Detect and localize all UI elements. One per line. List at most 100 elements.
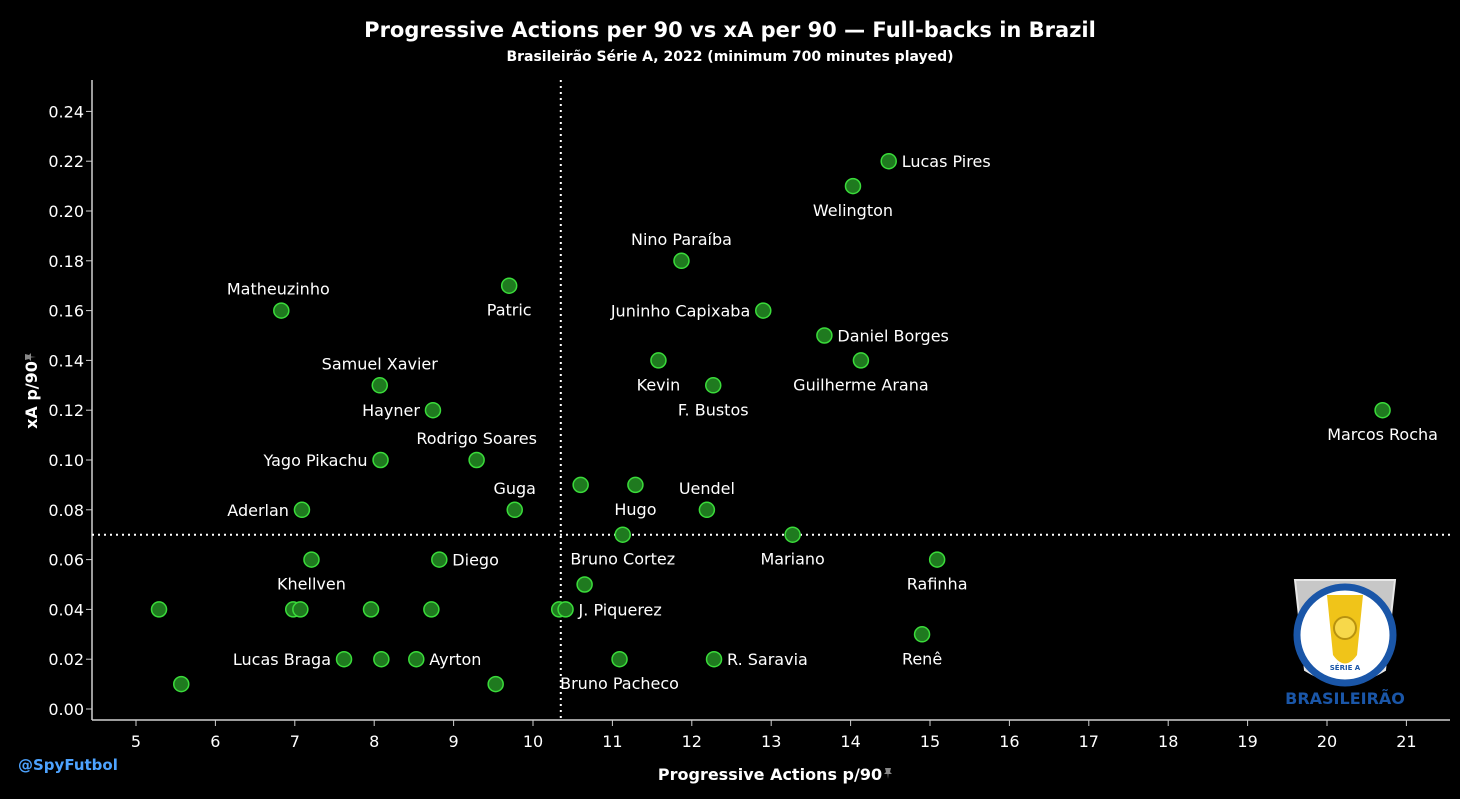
point-label: J. Piquerez xyxy=(578,600,662,619)
axes: 5 6 7 8 9 10 11 12 13 14 15 16 17 18 19 20 21 0.00 0.02 0.0… xyxy=(48,80,1450,751)
data-point[interactable] xyxy=(816,327,833,344)
point-labels: Lucas Pires Welington Nino Paraíba Matheuzi… xyxy=(227,152,1438,693)
data-point[interactable] xyxy=(844,177,862,195)
data-point[interactable] xyxy=(1374,401,1391,419)
reference-lines xyxy=(92,80,1450,720)
point-label: Lucas Pires xyxy=(902,152,991,171)
y-tick-label: 0.00 xyxy=(48,700,84,719)
point-label: Kevin xyxy=(637,375,681,394)
point-label: Welington xyxy=(813,201,893,220)
data-point[interactable] xyxy=(784,526,801,543)
data-point[interactable] xyxy=(173,675,190,693)
point-label: Lucas Braga xyxy=(233,650,331,669)
data-point[interactable] xyxy=(293,501,311,519)
x-tick-label: 15 xyxy=(920,732,940,751)
point-label: Aderlan xyxy=(227,501,289,520)
y-tick-label: 0.02 xyxy=(48,650,84,669)
brasileirao-logo: SÉRIE A BRASILEIRÃO xyxy=(1285,579,1405,708)
data-point[interactable] xyxy=(928,551,946,568)
x-tick-label: 14 xyxy=(840,732,860,751)
data-points xyxy=(150,152,1391,693)
y-tick-label: 0.20 xyxy=(48,202,84,221)
data-point[interactable] xyxy=(500,277,518,294)
point-label: Daniel Borges xyxy=(837,327,948,346)
x-tick-label: 13 xyxy=(761,732,781,751)
data-point[interactable] xyxy=(673,252,690,270)
chart-title: Progressive Actions per 90 vs xA per 90 … xyxy=(364,18,1096,42)
point-label: Samuel Xavier xyxy=(322,354,439,373)
chart-subtitle: Brasileirão Série A, 2022 (minimum 700 m… xyxy=(506,49,954,65)
x-tick-label: 9 xyxy=(449,732,459,751)
data-point[interactable] xyxy=(487,675,504,693)
point-label: R. Saravia xyxy=(727,650,808,669)
data-point[interactable] xyxy=(468,451,485,469)
point-label: Patric xyxy=(487,301,532,320)
data-point[interactable] xyxy=(150,601,168,618)
data-point[interactable] xyxy=(362,601,380,618)
y-tick-label: 0.06 xyxy=(48,551,84,570)
x-tick-label: 20 xyxy=(1317,732,1337,751)
y-tick-label: 0.12 xyxy=(48,401,84,420)
data-point[interactable] xyxy=(705,650,723,668)
data-point[interactable] xyxy=(755,302,772,319)
data-point[interactable] xyxy=(424,401,442,419)
x-tick-label: 21 xyxy=(1396,732,1416,751)
point-label: Renê xyxy=(902,649,942,668)
y-tick-label: 0.24 xyxy=(48,102,84,121)
point-label: Juninho Capixaba xyxy=(610,302,750,321)
point-label: Guilherme Arana xyxy=(793,375,929,394)
logo-badge: SÉRIE A xyxy=(1330,663,1361,672)
y-tick-label: 0.08 xyxy=(48,501,84,520)
data-point[interactable] xyxy=(880,152,897,170)
x-tick-label: 6 xyxy=(210,732,220,751)
x-tick-label: 18 xyxy=(1158,732,1178,751)
y-tick-label: 0.18 xyxy=(48,252,84,271)
data-point[interactable] xyxy=(371,377,389,394)
data-point[interactable] xyxy=(913,626,931,643)
data-point[interactable] xyxy=(611,650,628,668)
data-point[interactable] xyxy=(698,501,716,519)
data-point[interactable] xyxy=(273,302,290,319)
point-label: Hugo xyxy=(614,500,656,519)
point-label: Bruno Cortez xyxy=(570,550,675,569)
x-tick-label: 8 xyxy=(369,732,379,751)
data-point[interactable] xyxy=(852,352,870,369)
data-point[interactable] xyxy=(650,352,667,369)
data-point[interactable] xyxy=(431,551,448,568)
data-point[interactable] xyxy=(627,476,644,494)
point-label: Matheuzinho xyxy=(227,280,330,299)
x-axis-label: Progressive Actions p/90 xyxy=(658,765,882,784)
data-point[interactable] xyxy=(506,501,523,519)
point-label: Nino Paraíba xyxy=(631,230,732,249)
x-tick-label: 16 xyxy=(999,732,1019,751)
data-point[interactable] xyxy=(423,601,440,618)
data-point[interactable] xyxy=(335,650,353,668)
data-point[interactable] xyxy=(292,601,309,618)
data-point[interactable] xyxy=(614,526,631,543)
data-point[interactable] xyxy=(303,551,320,568)
point-label: Hayner xyxy=(362,401,420,420)
data-point[interactable] xyxy=(704,377,722,394)
point-label: Guga xyxy=(493,479,536,498)
x-tick-label: 7 xyxy=(290,732,300,751)
data-point[interactable] xyxy=(372,451,389,469)
x-tick-label: 11 xyxy=(602,732,622,751)
twitter-handle[interactable]: @SpyFutbol xyxy=(18,756,118,774)
x-tick-label: 19 xyxy=(1237,732,1257,751)
x-tick-label: 10 xyxy=(523,732,543,751)
y-tick-label: 0.10 xyxy=(48,451,84,470)
data-point[interactable] xyxy=(572,476,589,494)
point-label: Yago Pikachu xyxy=(263,451,368,470)
data-point[interactable] xyxy=(576,576,593,593)
y-tick-label: 0.22 xyxy=(48,152,84,171)
x-tick-label: 5 xyxy=(131,732,141,751)
point-label: Khellven xyxy=(277,575,346,594)
point-label: F. Bustos xyxy=(678,400,749,419)
x-tick-label: 12 xyxy=(682,732,702,751)
data-point[interactable] xyxy=(557,601,574,618)
data-point[interactable] xyxy=(373,650,390,668)
data-point[interactable] xyxy=(408,650,425,668)
point-label: Uendel xyxy=(679,479,735,498)
point-label: Rafinha xyxy=(907,575,968,594)
